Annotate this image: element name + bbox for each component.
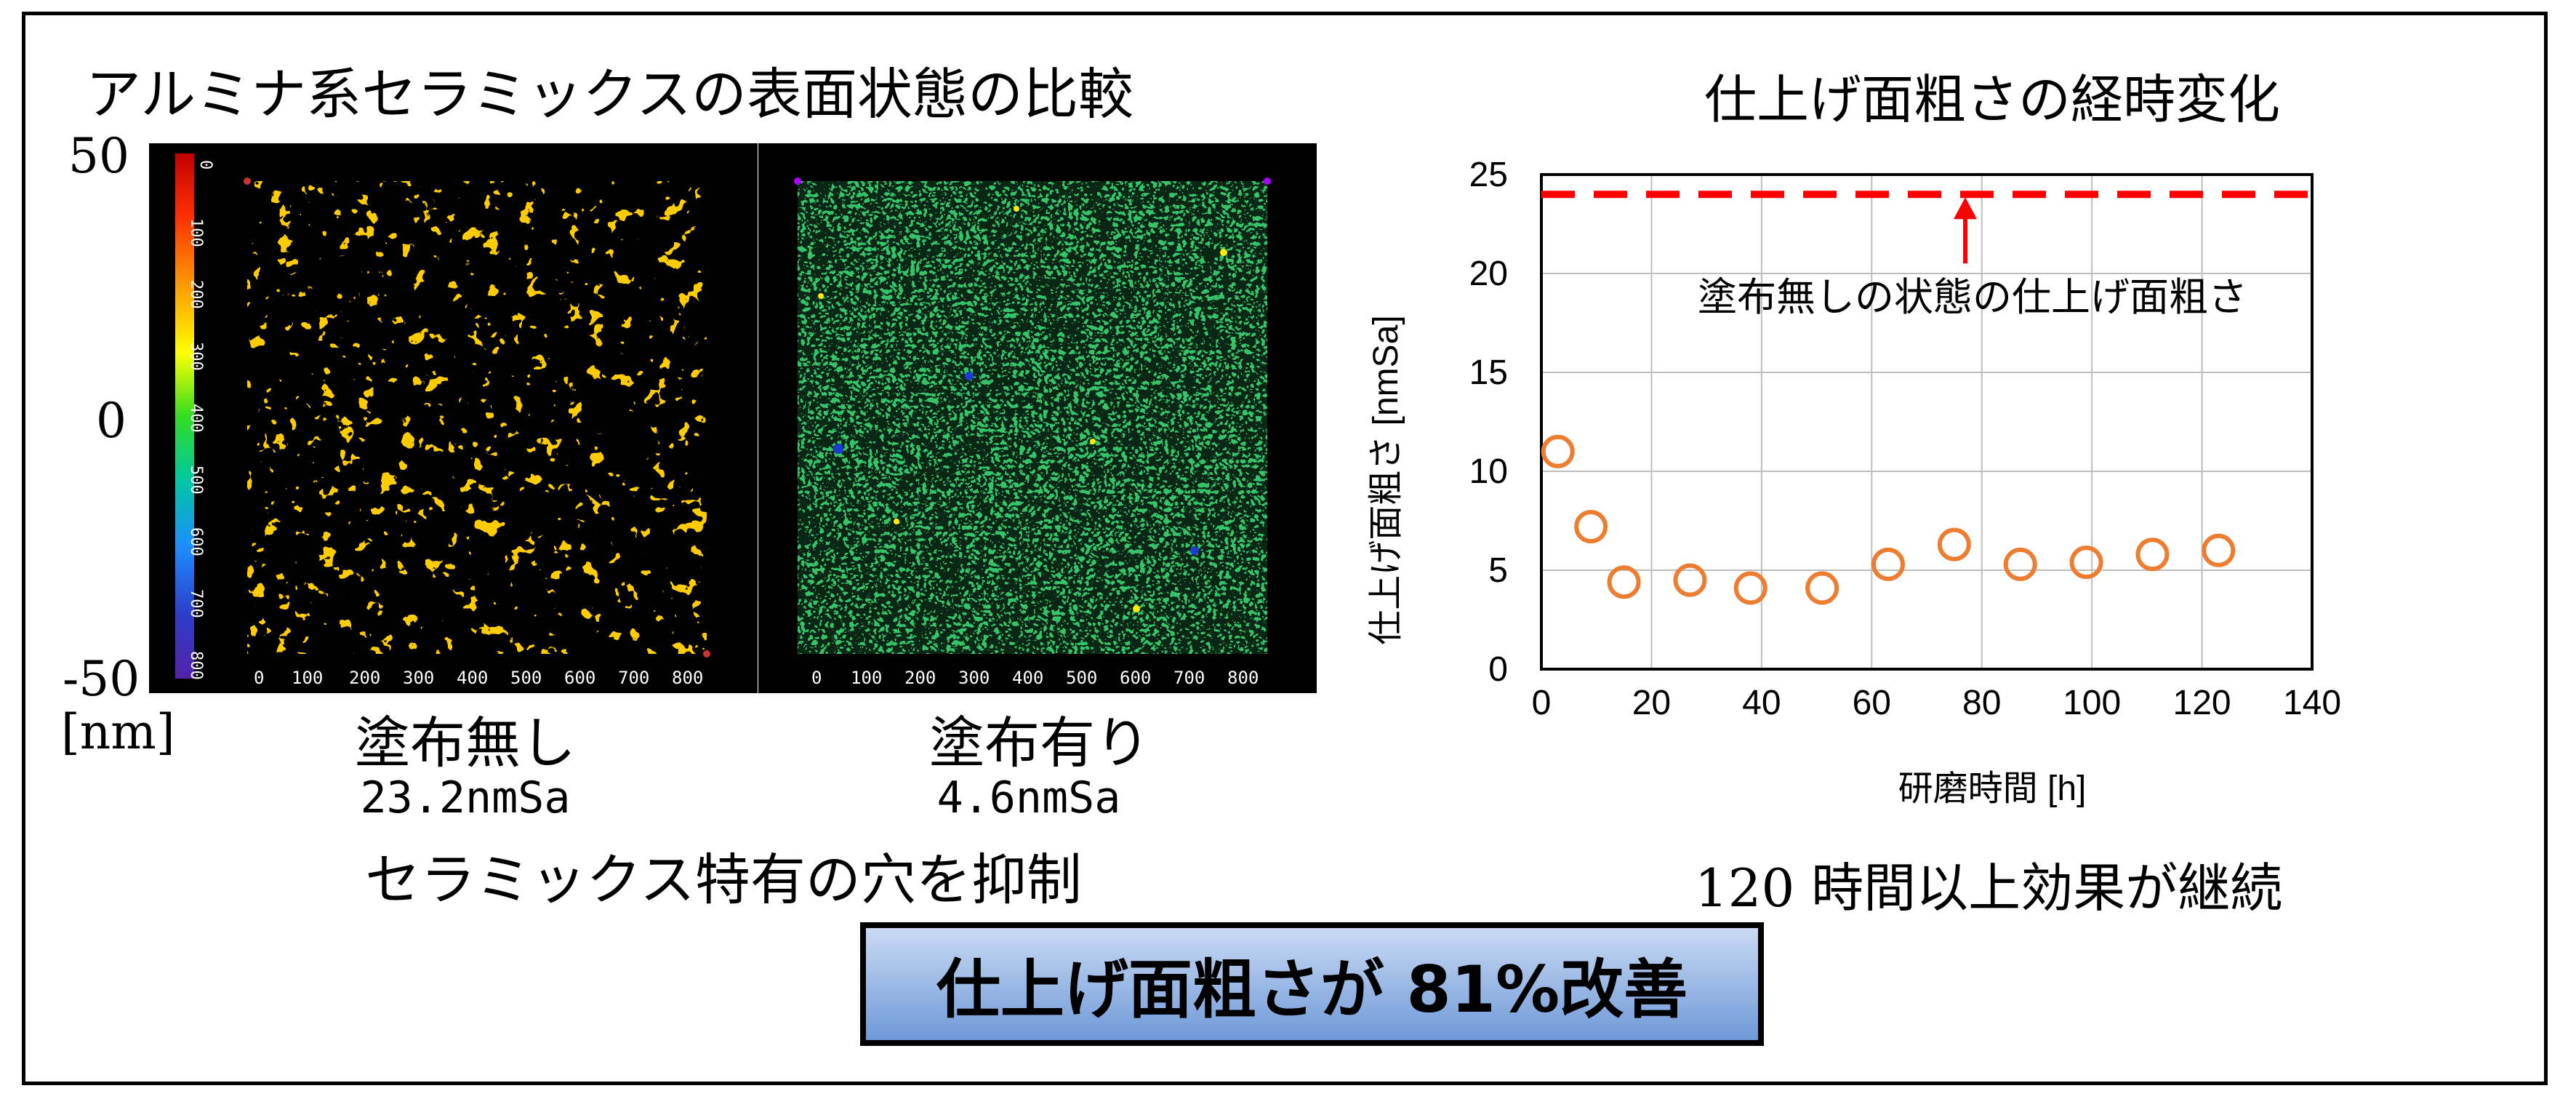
x-tick-label: 100 — [2063, 684, 2121, 722]
sample-value-coated: 4.6nmSa — [936, 772, 1121, 823]
colorbar-tick: 100 — [187, 218, 205, 247]
map-axis-tick: 700 — [618, 668, 650, 688]
plot-border — [1540, 173, 2314, 671]
map-axis-tick: 600 — [564, 668, 596, 688]
x-axis-label: 研磨時間 [h] — [1898, 770, 2087, 808]
reference-annotation: 塗布無しの状態の仕上げ面粗さ — [1698, 276, 2247, 319]
map-axis-tick: 800 — [1227, 668, 1259, 688]
figure-frame — [22, 12, 2548, 1085]
data-point — [1673, 563, 1707, 597]
map-axis-tick: 100 — [851, 668, 883, 688]
right-panel-caption: 120 時間以上効果が継続 — [1694, 858, 2283, 919]
colorbar-tick: 800 — [187, 651, 205, 680]
y-tick-label: 5 — [1488, 551, 1508, 590]
y-tick-label: 20 — [1469, 255, 1508, 293]
data-point — [1607, 565, 1641, 599]
data-point — [1574, 510, 1608, 544]
data-point — [2135, 537, 2170, 572]
surface-map-uncoated — [149, 143, 758, 693]
roughness-chart: 0 20 40 60 80 100 120 140 0 5 10 15 20 25 研磨時間 [h] 仕上… — [1367, 156, 2341, 808]
x-tick-label: 80 — [1962, 684, 2001, 722]
map-axis-tick: 500 — [1066, 668, 1098, 688]
surface-map-coated — [758, 143, 1317, 693]
x-tick-label: 120 — [2173, 684, 2231, 722]
x-tick-label: 140 — [2283, 684, 2341, 722]
colorbar-tick: 400 — [187, 404, 205, 433]
x-tick-label: 0 — [1532, 684, 1552, 722]
map-axis-tick: 400 — [457, 668, 489, 688]
colorbar-tick: 200 — [187, 280, 205, 309]
scale-label-top: 50 — [68, 128, 129, 184]
map-axis-tick: 500 — [510, 668, 542, 688]
banner-text: 仕上げ面粗さが 81%改善 — [936, 951, 1688, 1027]
colorbar-tick: 700 — [187, 589, 205, 618]
reference-arrow-head — [1954, 197, 1977, 220]
x-tick-label: 40 — [1742, 684, 1781, 722]
map-axis-tick: 300 — [403, 668, 435, 688]
improvement-banner: 仕上げ面粗さが 81%改善 — [860, 922, 1764, 1046]
scale-unit: [nm] — [61, 704, 175, 760]
map-axis-tick: 0 — [254, 668, 265, 688]
y-tick-label: 10 — [1469, 452, 1508, 491]
colorbar-tick: 600 — [187, 527, 205, 556]
map-axis-tick: 100 — [292, 668, 324, 688]
sample-label-uncoated: 塗布無し — [355, 711, 576, 775]
left-panel-caption: セラミックス特有の穴を抑制 — [365, 847, 1082, 912]
data-point — [1871, 547, 1905, 581]
data-point — [2003, 547, 2037, 581]
map-axis-tick: 400 — [1012, 668, 1044, 688]
map-axis-tick: 0 — [811, 668, 822, 688]
data-point — [2069, 545, 2103, 580]
surface-map-coated-graphic — [794, 177, 1271, 654]
map-axis-tick: 200 — [904, 668, 936, 688]
colorbar-tick: 500 — [187, 465, 205, 495]
map-axis-tick: 800 — [672, 668, 704, 688]
sample-value-uncoated: 23.2nmSa — [360, 772, 571, 823]
map-axis-tick: 700 — [1173, 668, 1205, 688]
map-axis-tick: 600 — [1120, 668, 1152, 688]
right-panel-title: 仕上げ面粗さの経時変化 — [1704, 69, 2281, 130]
data-point — [1937, 527, 1971, 562]
sample-label-coated: 塗布有り — [929, 711, 1150, 775]
y-tick-label: 25 — [1469, 156, 1508, 194]
x-tick-label: 60 — [1853, 684, 1891, 722]
y-axis-label: 仕上げ面粗さ [nmSa] — [1367, 315, 1405, 644]
y-tick-label: 15 — [1469, 353, 1508, 392]
colorbar-tick: 300 — [187, 342, 205, 371]
y-tick-label: 0 — [1488, 650, 1508, 689]
scale-label-middle: 0 — [96, 393, 127, 449]
data-point — [1541, 434, 1575, 468]
data-point — [1733, 571, 1768, 605]
scale-label-bottom: -50 — [63, 651, 140, 707]
map-axis-tick: 300 — [958, 668, 990, 688]
data-point — [1805, 571, 1839, 605]
data-point — [2202, 533, 2236, 567]
x-tick-label: 20 — [1632, 684, 1671, 722]
left-panel-title: アルミナ系セラミックスの表面状態の比較 — [86, 62, 1133, 127]
surface-map-uncoated-graphic — [175, 153, 710, 679]
map-axis-tick: 200 — [349, 668, 381, 688]
